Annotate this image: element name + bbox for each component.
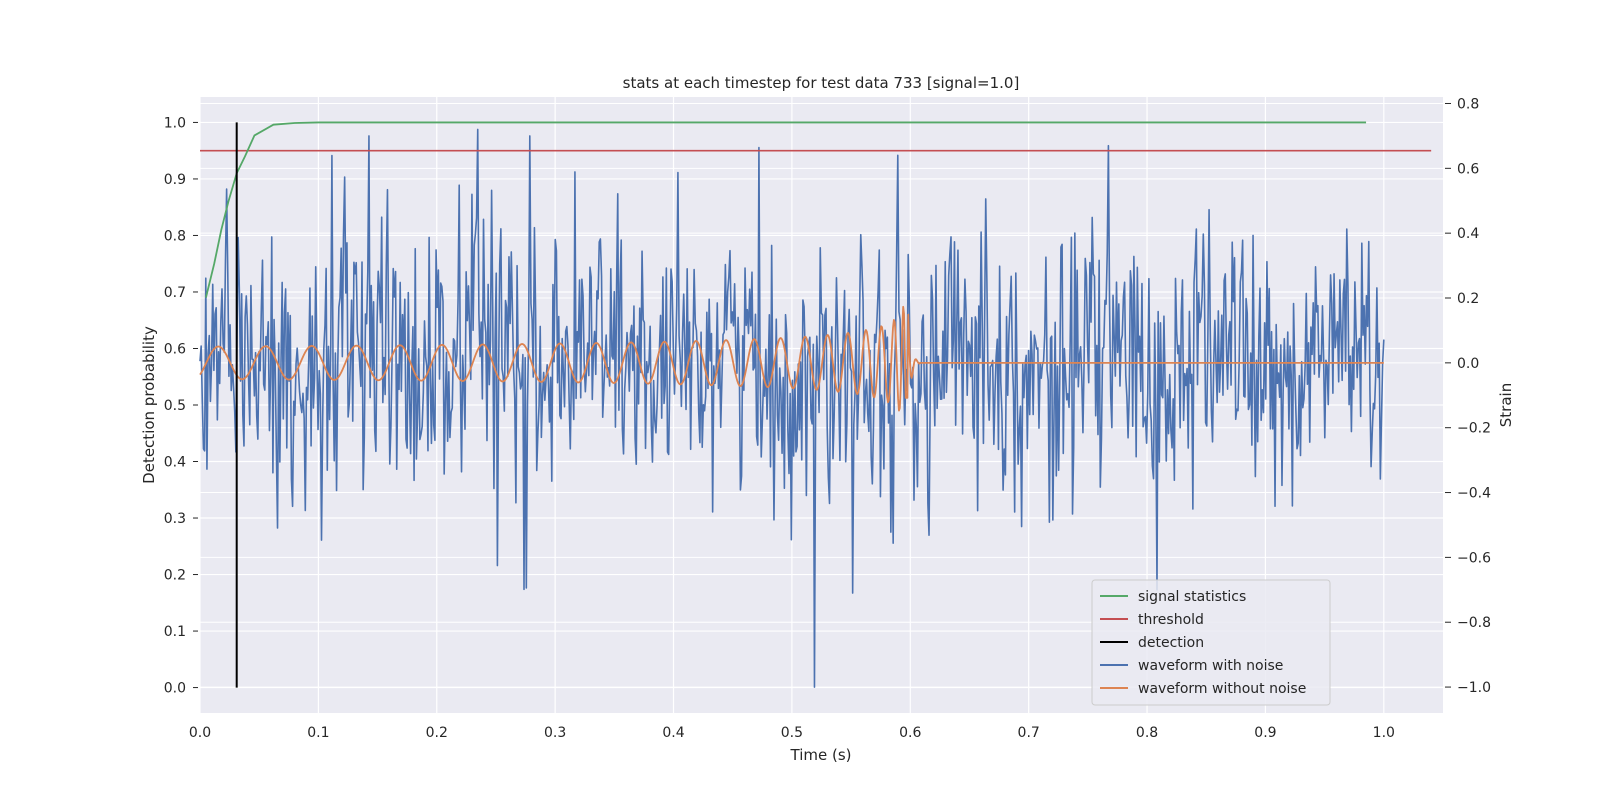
series-waveform-without-noise — [199, 305, 1384, 412]
y-tick-label: 0.6 — [164, 341, 186, 357]
x-tick-label: 0.4 — [662, 725, 684, 741]
y-tick-label: 0.9 — [164, 172, 186, 188]
y2-tick-label: −0.8 — [1457, 615, 1491, 631]
x-tick-label: 0.6 — [899, 725, 921, 741]
y2-tick-label: −0.4 — [1457, 486, 1491, 502]
x-axis-ticks: 0.0 0.1 0.2 0.3 0.4 0.5 0.6 0.7 0.8 0.9 1.0 — [189, 725, 1395, 741]
legend-label: waveform without noise — [1138, 681, 1306, 697]
y-tick-label: 0.3 — [164, 511, 186, 527]
x-tick-label: 0.2 — [426, 725, 448, 741]
legend: signal statistics threshold detection wavef… — [1091, 579, 1331, 706]
y2-axis-ticks: −1.0 −0.8 −0.6 −0.4 −0.2 0.0 0.2 0.4 0.6 0.8 — [1445, 96, 1491, 696]
x-tick-label: 0.7 — [1018, 725, 1040, 741]
chart-title: stats at each timestep for test data 733… — [623, 74, 1020, 92]
y-axis-ticks: 0.0 0.1 0.2 0.3 0.4 0.5 0.6 0.7 0.8 0.9 1.0 — [164, 115, 198, 697]
x-tick-label: 1.0 — [1373, 725, 1395, 741]
legend-label: waveform with noise — [1138, 658, 1283, 674]
series-waveform-with-noise — [199, 128, 1385, 688]
x-tick-label: 0.3 — [544, 725, 566, 741]
y2-tick-label: 0.8 — [1457, 96, 1479, 112]
legend-label: detection — [1138, 635, 1204, 651]
legend-box — [1091, 579, 1331, 706]
legend-label: signal statistics — [1138, 589, 1246, 605]
y2-tick-label: −1.0 — [1457, 680, 1491, 696]
y2-tick-label: 0.2 — [1457, 291, 1479, 307]
y-tick-label: 1.0 — [164, 115, 186, 131]
x-tick-label: 0.9 — [1254, 725, 1276, 741]
y-tick-label: 0.7 — [164, 285, 186, 301]
y-tick-label: 0.8 — [164, 228, 186, 244]
y2-tick-label: 0.6 — [1457, 161, 1479, 177]
y-tick-label: 0.4 — [164, 455, 186, 471]
legend-label: threshold — [1138, 612, 1204, 628]
series-signal-statistics — [205, 121, 1367, 298]
x-tick-label: 0.8 — [1136, 725, 1158, 741]
x-tick-label: 0.1 — [307, 725, 329, 741]
series-layer — [199, 121, 1432, 688]
x-tick-label: 0.0 — [189, 725, 211, 741]
x-tick-label: 0.5 — [781, 725, 803, 741]
y2-axis-title: Strain — [1497, 383, 1515, 427]
y2-tick-label: −0.6 — [1457, 550, 1491, 566]
y-tick-label: 0.0 — [164, 681, 186, 697]
y-tick-label: 0.5 — [164, 398, 186, 414]
y2-tick-label: 0.4 — [1457, 226, 1479, 242]
y-tick-label: 0.1 — [164, 624, 186, 640]
y2-tick-label: −0.2 — [1457, 421, 1491, 437]
y-axis-title: Detection probability — [140, 326, 158, 484]
y2-tick-label: 0.0 — [1457, 356, 1479, 372]
y-tick-label: 0.2 — [164, 568, 186, 584]
x-axis-title: Time (s) — [790, 746, 852, 764]
